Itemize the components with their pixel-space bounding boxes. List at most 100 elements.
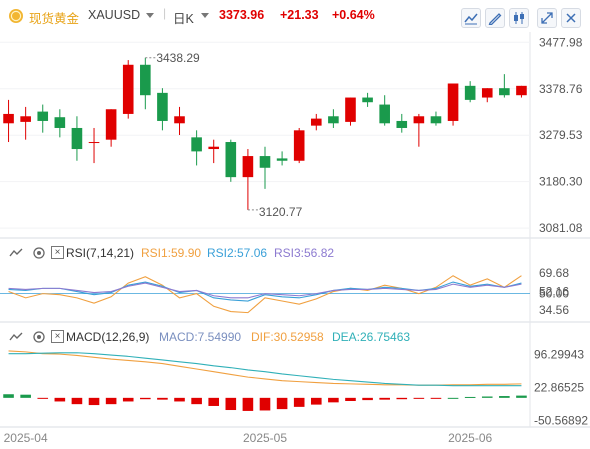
high-label: 3438.29 xyxy=(156,51,200,65)
separator: | xyxy=(163,6,167,20)
candle-body xyxy=(293,130,305,161)
candle-body xyxy=(37,111,49,121)
candle-body xyxy=(430,116,442,124)
candle-body xyxy=(413,116,425,124)
candle-body xyxy=(242,156,254,178)
candle-body xyxy=(54,117,66,128)
price-tick-label: 3477.98 xyxy=(539,35,583,49)
macd-close-icon[interactable]: × xyxy=(51,330,64,343)
macd-bar xyxy=(174,397,185,402)
macd-bar xyxy=(413,397,425,399)
rsi-line-rsi2 xyxy=(8,281,522,302)
candle-body xyxy=(276,158,288,161)
candle-body xyxy=(174,116,185,124)
candle-body xyxy=(105,109,117,140)
instrument-name: 现货黄金 xyxy=(29,12,80,26)
macd-bar xyxy=(293,397,305,407)
macd-tick-label: 22.86525 xyxy=(534,381,584,395)
macd-bar xyxy=(105,397,117,405)
rsi-tick-label: 52.16 xyxy=(539,284,569,298)
macd-bar xyxy=(328,397,339,403)
low-label: 3120.77 xyxy=(259,205,303,219)
candle-body xyxy=(71,127,83,150)
candle-body xyxy=(464,85,476,100)
date-tick-label: 2025-06 xyxy=(448,431,492,445)
period-chevron-icon[interactable] xyxy=(201,13,209,19)
macd-bar xyxy=(20,394,31,398)
close-indicator-icon[interactable]: × xyxy=(51,246,64,259)
macd-label: MACD(12,26,9) xyxy=(66,330,150,344)
settings-icon[interactable] xyxy=(32,246,46,260)
rsi-tick-label: 69.68 xyxy=(539,266,569,280)
dif-value: DIF:30.52958 xyxy=(251,330,324,344)
macd-bar xyxy=(481,396,493,398)
macd-bar xyxy=(225,397,237,411)
collapse-icon[interactable] xyxy=(9,247,23,259)
macd-bar xyxy=(499,396,510,398)
macd-bar xyxy=(259,397,271,411)
candle-body xyxy=(310,118,322,126)
macd-value: MACD:7.54990 xyxy=(159,330,242,344)
macd-bar xyxy=(276,397,288,410)
candle-body xyxy=(396,120,408,128)
price-tick-label: 3180.30 xyxy=(539,175,583,189)
rsi3-value: RSI3:56.82 xyxy=(274,246,335,260)
candle-body xyxy=(140,64,151,96)
period-selector[interactable]: 日K xyxy=(173,12,194,26)
candle-body xyxy=(122,64,134,114)
macd-line-dea xyxy=(8,352,522,387)
candle-body xyxy=(345,97,356,122)
macd-bar xyxy=(464,396,476,398)
macd-bar xyxy=(140,397,151,400)
indicator-button[interactable] xyxy=(461,8,481,28)
indicator-icon xyxy=(464,13,478,25)
expand-icon xyxy=(541,12,553,24)
macd-bar xyxy=(345,397,356,402)
macd-settings-icon[interactable] xyxy=(32,330,46,344)
candle-body xyxy=(225,142,237,178)
macd-bar xyxy=(362,397,373,401)
candle-type-icon xyxy=(514,12,524,24)
candle-body xyxy=(379,104,390,124)
candle-body xyxy=(191,137,202,152)
macd-bar xyxy=(242,397,254,411)
candle-body xyxy=(481,88,493,98)
draw-button[interactable] xyxy=(485,8,505,28)
expand-button[interactable] xyxy=(537,8,557,28)
symbol-selector[interactable]: XAUUSD xyxy=(88,8,141,22)
rsi1-value: RSI1:59.90 xyxy=(141,246,202,260)
candle-body xyxy=(499,88,510,96)
candle-body xyxy=(20,116,31,122)
candle-body xyxy=(157,92,168,121)
rsi-label: RSI(7,14,21) xyxy=(66,246,135,260)
macd-tick-label: 96.29943 xyxy=(534,347,584,361)
candle-body xyxy=(208,146,220,150)
rsi-tick-label: 34.56 xyxy=(539,303,569,317)
macd-bar xyxy=(208,397,220,406)
macd-bar xyxy=(37,397,49,399)
candle-body xyxy=(3,113,14,124)
candle-body xyxy=(516,85,527,96)
price-tick-label: 3378.76 xyxy=(539,82,583,96)
rsi-line-rsi3 xyxy=(8,282,522,299)
rsi-line-rsi1 xyxy=(8,275,522,314)
close-button[interactable] xyxy=(561,8,581,28)
macd-bar xyxy=(3,394,14,398)
dea-value: DEA:26.75463 xyxy=(332,330,411,344)
macd-collapse-icon[interactable] xyxy=(9,331,23,343)
macd-bar xyxy=(122,397,134,402)
rsi2-value: RSI2:57.06 xyxy=(207,246,268,260)
chevron-down-icon[interactable] xyxy=(146,13,154,19)
candle-type-button[interactable] xyxy=(509,8,529,28)
macd-bar xyxy=(88,397,100,406)
date-tick-label: 2025-05 xyxy=(243,431,287,445)
candle-body xyxy=(362,97,373,103)
gold-coin-icon xyxy=(9,9,23,23)
macd-tick-label: -50.56892 xyxy=(534,414,588,428)
candle-body xyxy=(259,156,271,168)
draw-icon xyxy=(488,13,502,25)
toolbar: 现货黄金 XAUUSD | 日K 3373.96 +21.33 +0.64% xyxy=(0,0,590,32)
macd-bar xyxy=(191,397,202,405)
rsi-tick-label: 50.00 xyxy=(539,287,569,301)
